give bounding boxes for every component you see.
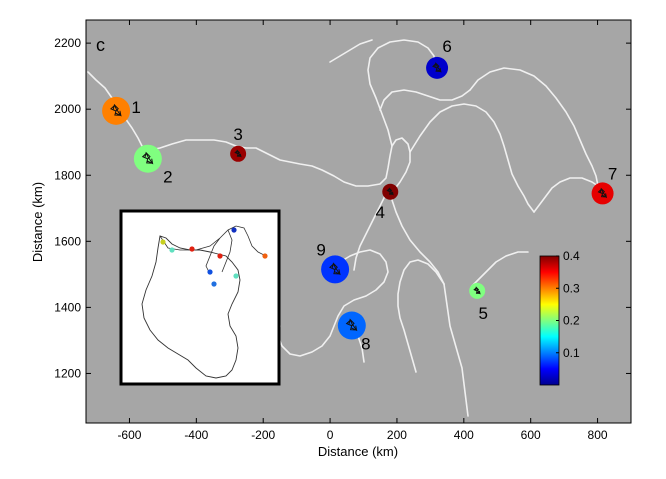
inset-map [119, 209, 281, 386]
y-axis-ticks: 1200 1400 1600 1800 2000 2200 [54, 36, 631, 380]
inset-track [159, 225, 267, 275]
colorbar-tick-label: 0.3 [563, 281, 580, 295]
eddy-labels: 1 2 3 4 5 6 7 8 9 [131, 37, 617, 354]
eddy-trajectory-3 [234, 149, 242, 158]
colorbar-tick-label: 0.4 [563, 249, 580, 263]
eddy-label-1: 1 [131, 98, 140, 117]
x-tick-label: 400 [454, 428, 474, 442]
x-tick-label: 0 [327, 428, 334, 442]
colorbar: 0.1 0.2 0.3 0.4 [539, 249, 580, 386]
y-axis-label: Distance (km) [30, 182, 45, 262]
colorbar-tick-label: 0.1 [563, 346, 580, 360]
eddy-label-7: 7 [608, 164, 617, 183]
colorbar-ticks: 0.1 0.2 0.3 0.4 [556, 249, 580, 360]
x-tick-label: -600 [117, 428, 141, 442]
inset-marker [169, 247, 175, 253]
inset-marker [207, 269, 213, 275]
x-tick-label: -200 [251, 428, 275, 442]
eddy-trajectory-7 [597, 187, 608, 199]
eddy-trajectory-4 [386, 187, 394, 196]
inset-marker [160, 239, 166, 245]
x-tick-label: 600 [521, 428, 541, 442]
inset-marker [233, 273, 239, 279]
panel-label: c [96, 35, 105, 55]
x-tick-label: -400 [184, 428, 208, 442]
inset-marker [189, 246, 195, 252]
eddy-label-6: 6 [442, 37, 451, 56]
eddy-trajectory-6 [432, 62, 442, 73]
y-tick-label: 1400 [54, 300, 81, 314]
x-tick-label: 800 [588, 428, 608, 442]
eddy-label-4: 4 [376, 203, 385, 222]
eddy-trajectory-5 [473, 286, 481, 295]
inset-marker [217, 253, 223, 259]
eddy-trajectory-9 [328, 262, 341, 276]
y-tick-label: 1200 [54, 366, 81, 380]
inset-marker [231, 227, 237, 233]
inset-marker [262, 253, 268, 259]
inset-markers [160, 227, 268, 287]
eddy-markers [102, 56, 614, 340]
eddy-trajectory-8 [345, 318, 358, 332]
x-axis-label: Distance (km) [318, 444, 398, 459]
inset-coastline [141, 235, 241, 379]
eddy-label-2: 2 [163, 168, 172, 187]
y-tick-label: 1800 [54, 168, 81, 182]
eddy-label-5: 5 [478, 304, 487, 323]
eddy-label-8: 8 [361, 335, 370, 354]
inset-marker [211, 281, 217, 287]
x-axis-ticks: -600 -400 -200 0 200 400 600 800 [117, 20, 608, 442]
eddy-trajectory-2 [141, 151, 154, 165]
eddy-trajectory-1 [109, 103, 122, 117]
eddy-label-3: 3 [233, 125, 242, 144]
x-tick-label: 200 [387, 428, 407, 442]
y-tick-label: 2200 [54, 36, 81, 50]
y-tick-label: 1600 [54, 234, 81, 248]
y-tick-label: 2000 [54, 102, 81, 116]
eddy-label-9: 9 [316, 240, 325, 259]
colorbar-tick-label: 0.2 [563, 314, 580, 328]
inset-frame [119, 209, 281, 386]
